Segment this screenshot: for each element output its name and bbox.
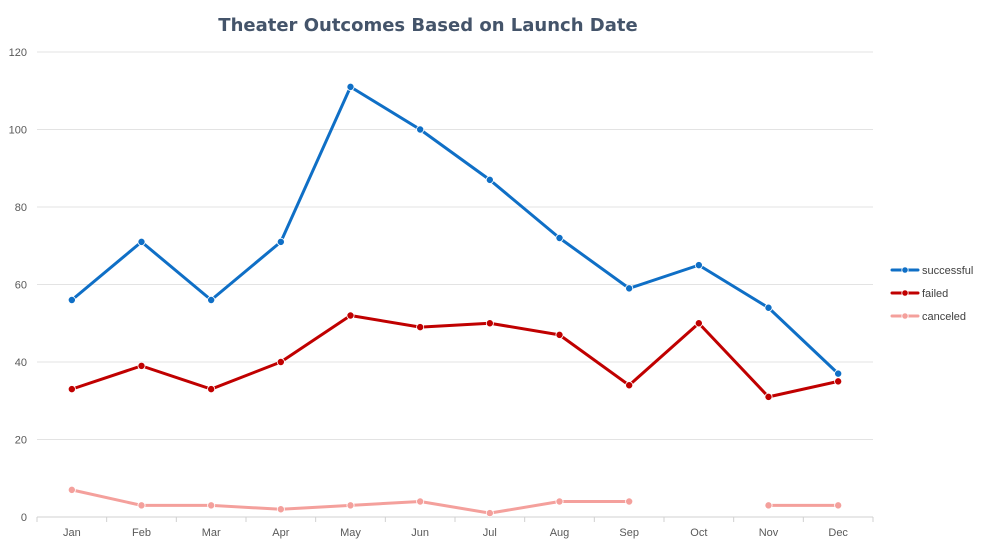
data-point <box>625 381 634 390</box>
data-point <box>834 377 843 386</box>
x-tick-label: Jan <box>63 527 81 539</box>
legend-label: canceled <box>922 311 966 323</box>
data-point <box>625 284 634 293</box>
series-line <box>70 85 840 376</box>
x-tick-label: Jun <box>411 527 429 539</box>
data-point <box>694 261 703 270</box>
y-gridlines <box>37 51 873 440</box>
data-point <box>416 497 425 506</box>
data-point <box>276 505 285 514</box>
data-point <box>276 237 285 246</box>
data-point <box>834 501 843 510</box>
y-tick-label: 80 <box>15 202 27 214</box>
data-point <box>67 385 76 394</box>
data-point <box>207 295 216 304</box>
legend-item: failed <box>890 288 948 300</box>
series-failed <box>67 311 843 401</box>
series-line <box>70 488 840 515</box>
data-point <box>346 501 355 510</box>
legend-label: successful <box>922 265 973 277</box>
data-point <box>485 319 494 328</box>
legend-swatch-marker <box>901 289 909 297</box>
data-point <box>416 323 425 332</box>
x-tick-label: Nov <box>759 527 779 539</box>
y-tick-label: 60 <box>15 280 27 292</box>
data-point <box>485 175 494 184</box>
data-point <box>416 125 425 134</box>
series-canceled <box>67 485 843 518</box>
data-point <box>555 233 564 242</box>
data-point <box>276 357 285 366</box>
x-tick-label: Sep <box>619 527 639 539</box>
data-point <box>346 82 355 91</box>
series-successful <box>67 82 843 378</box>
data-point <box>764 501 773 510</box>
data-point <box>764 392 773 401</box>
legend-item: canceled <box>890 311 966 323</box>
legend-swatch-marker <box>901 312 909 320</box>
y-tick-label: 40 <box>15 357 27 369</box>
legend: successful failed canceled <box>890 265 973 323</box>
x-tick-label: Aug <box>550 527 570 539</box>
x-tick-label: Feb <box>132 527 151 539</box>
x-tick-label: May <box>340 527 361 539</box>
data-point <box>207 501 216 510</box>
x-tick-label: Oct <box>690 527 707 539</box>
x-tick-label: Apr <box>272 527 289 539</box>
data-point <box>67 295 76 304</box>
data-point <box>137 361 146 370</box>
data-point <box>555 330 564 339</box>
data-point <box>694 319 703 328</box>
legend-swatch-marker <box>901 266 909 274</box>
data-point <box>485 509 494 518</box>
data-point <box>555 497 564 506</box>
data-point <box>137 501 146 510</box>
data-point <box>625 497 634 506</box>
data-point <box>67 485 76 494</box>
x-tick-label: Jul <box>483 527 497 539</box>
data-point <box>764 303 773 312</box>
y-tick-label: 120 <box>9 47 27 59</box>
data-point <box>207 385 216 394</box>
x-tick-label: Dec <box>828 527 848 539</box>
data-point <box>834 369 843 378</box>
chart-title: Theater Outcomes Based on Launch Date <box>218 15 638 36</box>
y-tick-label: 100 <box>9 125 27 137</box>
y-tick-label: 0 <box>21 512 27 524</box>
data-point <box>137 237 146 246</box>
legend-item: successful <box>890 265 973 277</box>
y-tick-label: 20 <box>15 435 27 447</box>
legend-label: failed <box>922 288 948 300</box>
x-tick-label: Mar <box>202 527 221 539</box>
data-point <box>346 311 355 320</box>
series-line <box>70 314 840 399</box>
